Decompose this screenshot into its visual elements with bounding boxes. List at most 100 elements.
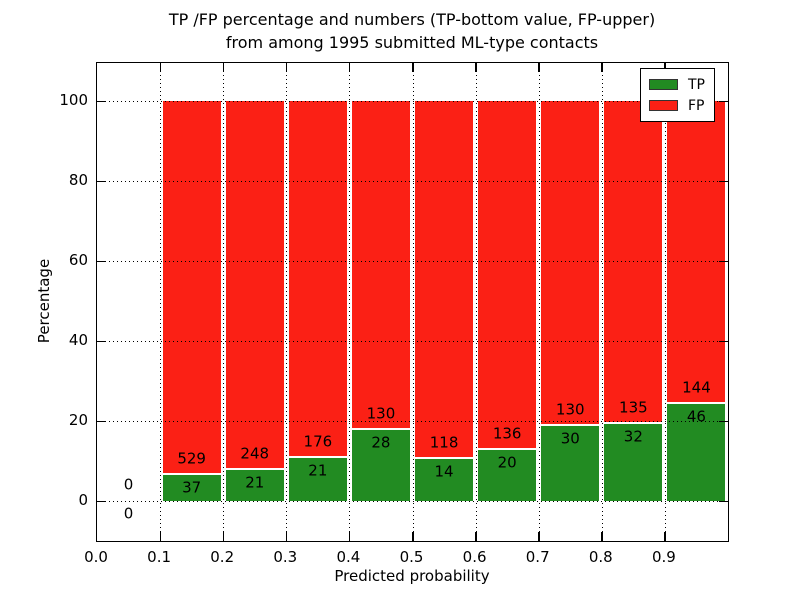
fp-count-label: 529 (177, 449, 206, 468)
x-tick-label: 0.0 (84, 548, 108, 566)
fp-bar-segment (225, 101, 284, 468)
x-gridline (160, 63, 162, 541)
fp-bar-segment (478, 101, 537, 448)
y-axis-right-tick (719, 340, 728, 342)
tp-count-label: 28 (371, 433, 391, 452)
tp-bar-segment (667, 404, 726, 501)
x-axis-tick (159, 532, 162, 541)
x-axis-top-tick (475, 63, 477, 72)
x-tick-label: 0.8 (588, 548, 613, 566)
fp-count-label: 118 (429, 433, 459, 452)
y-tick-label: 0 (78, 491, 88, 509)
legend: TP FP (640, 68, 715, 122)
x-axis-top-tick (348, 63, 351, 72)
legend-label-fp: FP (688, 97, 705, 114)
tp-bar-segment (415, 458, 474, 501)
x-tick-label: 0.3 (273, 548, 298, 566)
y-axis-tick (97, 420, 106, 422)
x-axis-tick (601, 532, 603, 541)
ticks-layer (97, 63, 728, 541)
x-gridline (349, 63, 351, 541)
x-tick-label: 0.9 (651, 548, 676, 566)
tp-bar-segment (288, 458, 347, 501)
y-tick-label: 80 (68, 171, 88, 189)
x-axis-top-tick (538, 63, 540, 72)
x-gridline (601, 63, 603, 541)
x-tick-label: 0.5 (399, 548, 424, 566)
tp-legend-swatch-icon (649, 79, 678, 90)
tp-count-label: 21 (308, 461, 328, 480)
tp-bar-segment (478, 449, 537, 501)
y-axis-right-tick (719, 180, 728, 182)
fp-count-label: 136 (492, 424, 522, 443)
x-axis-tick (222, 532, 225, 541)
y-tick-label: 60 (68, 251, 88, 269)
fp-bar-segment (288, 101, 347, 457)
tp-bar-segment (604, 424, 663, 501)
x-gridline (223, 63, 225, 541)
tp-count-label: 21 (245, 473, 265, 492)
fp-bar-segment (351, 101, 410, 429)
y-tick-label: 100 (59, 91, 88, 109)
x-axis-top-tick (412, 63, 414, 72)
x-tick-label: 0.4 (336, 548, 361, 566)
fp-legend-swatch-icon (649, 100, 678, 111)
tp-count-label: 14 (434, 462, 454, 481)
y-axis-tick (97, 500, 106, 502)
y-axis-tick (97, 180, 106, 182)
fp-bar-segment (162, 101, 221, 473)
tp-count-label: 37 (182, 478, 202, 497)
fp-count-label: 144 (682, 378, 711, 397)
chart-title-line2: from among 1995 submitted ML-type contac… (225, 33, 599, 52)
x-axis-tick (412, 532, 414, 541)
y-tick-label: 20 (68, 411, 88, 429)
x-gridline (475, 63, 477, 541)
y-axis-tick (97, 260, 106, 262)
x-gridline (538, 63, 540, 541)
x-gridline (664, 63, 666, 541)
tp-bar-segment (162, 474, 221, 501)
x-axis-top-tick (285, 63, 288, 72)
y-axis-tick (97, 340, 106, 342)
x-axis-label: Predicted probability (334, 567, 490, 585)
x-gridline (412, 63, 414, 541)
tp-count-label: 32 (623, 427, 643, 446)
tp-count-label: 20 (497, 453, 517, 472)
tp-bar-segment (225, 469, 284, 501)
x-axis-top-tick (664, 63, 666, 72)
x-axis-top-tick (222, 63, 225, 72)
tp-count-label: 0 (123, 504, 134, 523)
bars-layer (97, 63, 728, 541)
x-axis-tick (538, 532, 540, 541)
grid-layer (97, 63, 728, 541)
y-tick-label: 40 (68, 331, 88, 349)
y-axis-right-tick (719, 420, 728, 422)
y-axis-tick (97, 100, 106, 102)
x-axis-tick (348, 532, 351, 541)
x-axis-tick (475, 532, 477, 541)
x-tick-label: 0.6 (462, 548, 487, 566)
y-axis-right-tick (719, 100, 728, 102)
fp-count-label: 135 (619, 398, 648, 417)
x-axis-top-tick (159, 63, 162, 72)
y-axis-label: Percentage (35, 258, 53, 344)
x-tick-label: 0.2 (210, 548, 235, 566)
x-axis-top-tick (601, 63, 603, 72)
fp-count-label: 176 (303, 432, 333, 451)
annotations-layer: 0 0 529 37 248 21 176 21 130 28 118 14 136 20 130 30 135… (97, 63, 728, 541)
y-axis-right-tick (719, 260, 728, 262)
fp-count-label: 130 (555, 400, 585, 419)
x-axis-tick (285, 532, 288, 541)
tp-count-label: 30 (560, 429, 580, 448)
legend-label-tp: TP (688, 76, 705, 93)
chart-title: TP /FP percentage and numbers (TP-bottom… (169, 8, 655, 54)
chart-title-line1: TP /FP percentage and numbers (TP-bottom… (168, 10, 656, 29)
fp-bar-segment (667, 101, 726, 403)
y-axis-right-tick (719, 500, 728, 502)
x-tick-label: 0.1 (147, 548, 172, 566)
tp-bar-segment (541, 426, 600, 501)
x-axis-tick (664, 532, 666, 541)
tp-bar-segment (351, 430, 410, 501)
fp-bar-segment (541, 101, 600, 424)
